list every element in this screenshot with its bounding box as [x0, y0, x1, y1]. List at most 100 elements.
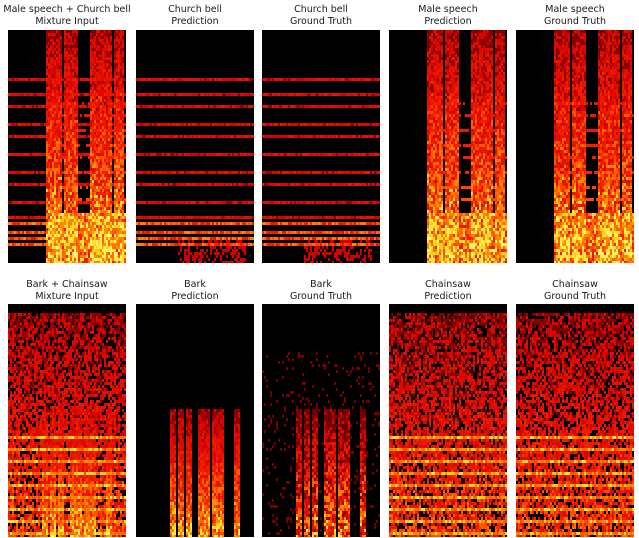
spectrogram-texture — [74, 153, 76, 156]
spectrogram-texture — [102, 162, 104, 165]
spectrogram-texture — [344, 240, 346, 243]
spectrogram-texture — [340, 93, 342, 96]
spectrogram-texture — [208, 201, 210, 204]
spectrogram-texture — [176, 216, 178, 219]
spectrogram-texture — [40, 231, 42, 234]
spectrogram-texture — [60, 183, 62, 186]
spectrogram-texture — [94, 231, 96, 234]
spectrogram-texture — [429, 108, 431, 111]
spectrogram-texture — [66, 63, 68, 66]
spectrogram-texture — [68, 213, 70, 216]
spectrogram-texture — [40, 93, 42, 96]
spectrogram-texture — [102, 192, 104, 195]
spectrogram-texture — [244, 231, 246, 234]
spectrogram-texture — [427, 120, 429, 123]
spectrogram-texture — [216, 243, 218, 246]
spectrogram-texture — [356, 255, 358, 258]
spectrogram-texture — [50, 198, 52, 201]
spectrogram-texture — [34, 201, 36, 204]
spectrogram-texture — [338, 105, 340, 108]
spectrogram-texture — [110, 192, 112, 195]
spectrogram-texture — [98, 141, 100, 144]
spectrogram-texture — [54, 90, 56, 93]
spectrogram-texture — [84, 231, 86, 234]
spectrogram-texture — [312, 216, 314, 219]
spectrogram-texture — [284, 123, 286, 126]
spectrogram-texture — [192, 237, 194, 240]
caption-line-2: Prediction — [383, 16, 513, 28]
spectrogram-texture — [324, 222, 326, 225]
spectrogram-texture — [76, 183, 78, 186]
spectrogram-texture — [116, 78, 118, 81]
spectrogram-texture — [94, 138, 96, 141]
spectrogram-texture — [66, 222, 68, 225]
spectrogram-texture — [124, 231, 126, 234]
spectrogram-texture — [120, 216, 122, 219]
spectrogram-texture — [76, 57, 78, 60]
spectrogram-texture — [76, 141, 78, 144]
spectrogram-texture — [64, 234, 66, 237]
spectrogram-texture — [56, 75, 58, 78]
spectrogram-texture — [50, 66, 52, 69]
spectrogram-texture — [108, 114, 110, 117]
spectrogram-texture — [36, 153, 38, 156]
spectrogram-texture — [60, 69, 62, 72]
spectrogram-texture — [312, 135, 314, 138]
spectrogram-texture — [68, 141, 70, 144]
spectrogram-texture — [80, 237, 82, 240]
spectrogram-texture — [174, 243, 176, 246]
panel-caption: Church bell Ground Truth — [256, 4, 386, 28]
spectrogram-texture — [152, 231, 154, 234]
spectrogram-texture — [360, 243, 362, 246]
spectrogram-texture — [240, 183, 242, 186]
spectrogram-texture — [92, 126, 94, 129]
spectrogram-texture — [88, 222, 90, 225]
spectrogram-texture — [114, 210, 116, 213]
spectrogram-texture — [66, 126, 68, 129]
spectrogram-texture — [104, 135, 106, 138]
spectrogram-texture — [120, 135, 122, 138]
spectrogram-texture — [118, 147, 120, 150]
spectrogram-texture — [358, 93, 360, 96]
spectrogram-texture — [92, 135, 94, 138]
spectrogram-texture — [180, 105, 182, 108]
spectrogram-texture — [232, 216, 234, 219]
spectrogram-texture — [338, 231, 340, 234]
spectrogram-texture — [50, 222, 52, 225]
spectrogram-texture — [228, 78, 230, 81]
spectrogram-texture — [136, 183, 138, 186]
spectrogram-texture — [427, 255, 429, 258]
spectrogram-texture — [68, 258, 70, 261]
spectrogram-texture — [306, 249, 308, 252]
spectrogram-texture — [158, 171, 160, 174]
spectrogram-texture — [286, 216, 288, 219]
spectrogram-texture — [192, 216, 194, 219]
spectrogram-texture — [352, 78, 354, 81]
spectrogram-texture — [108, 132, 110, 135]
spectrogram-texture — [32, 135, 34, 138]
spectrogram-image — [262, 30, 380, 263]
spectrogram-texture — [78, 246, 80, 249]
spectrogram-texture — [102, 120, 104, 123]
spectrogram-texture — [312, 105, 314, 108]
spectrogram-texture — [56, 249, 58, 252]
spectrogram-texture — [102, 30, 104, 33]
spectrogram-texture — [346, 255, 348, 258]
spectrogram-texture — [104, 120, 106, 123]
spectrogram-texture — [70, 30, 72, 33]
spectrogram-texture — [34, 123, 36, 126]
spectrogram-texture — [18, 231, 20, 234]
spectrogram-texture — [92, 66, 94, 69]
spectrogram-texture — [427, 66, 429, 69]
spectrogram-texture — [364, 258, 366, 261]
spectrogram-texture — [90, 231, 92, 234]
spectrogram-texture — [54, 126, 56, 129]
spectrogram-texture — [150, 222, 152, 225]
spectrogram-texture — [54, 123, 56, 126]
spectrogram-texture — [48, 135, 50, 138]
spectrogram-texture — [64, 240, 66, 243]
spectrogram-texture — [272, 231, 274, 234]
spectrogram-texture — [427, 48, 429, 51]
spectrogram-texture — [76, 192, 78, 195]
spectrogram-texture — [72, 141, 74, 144]
